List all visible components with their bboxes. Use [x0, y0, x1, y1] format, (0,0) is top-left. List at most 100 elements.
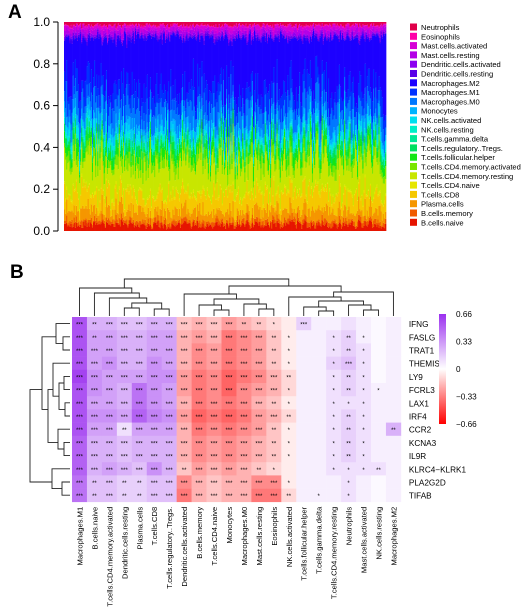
bar-segment	[105, 132, 108, 134]
bar-segment	[179, 145, 182, 148]
bar-segment	[82, 186, 84, 188]
bar-segment	[152, 218, 154, 228]
bar-segment	[89, 35, 92, 38]
bar-segment	[73, 151, 76, 162]
bar-segment	[145, 132, 147, 143]
bar-segment	[65, 81, 67, 109]
bar-segment	[101, 41, 103, 45]
sample-bar	[82, 22, 84, 231]
bar-segment	[83, 161, 85, 180]
bar-segment	[96, 29, 98, 35]
bar-segment	[116, 193, 119, 213]
sample-bar	[65, 22, 67, 231]
bar-segment	[79, 183, 81, 210]
bar-segment	[187, 186, 189, 209]
bar-segment	[173, 140, 175, 142]
bar-segment	[117, 120, 120, 133]
bar-segment	[84, 140, 86, 146]
bar-segment	[133, 154, 136, 190]
bar-segment	[188, 148, 190, 151]
bar-segment	[153, 96, 155, 116]
bar-segment	[121, 173, 124, 195]
bar-segment	[180, 128, 183, 137]
bar-segment	[109, 22, 111, 25]
bar-segment	[92, 27, 95, 31]
bar-segment	[114, 24, 116, 29]
bar-segment	[74, 133, 77, 144]
bar-segment	[124, 145, 126, 154]
bar-segment	[131, 141, 134, 147]
bar-segment	[183, 145, 185, 151]
bar-segment	[104, 146, 107, 151]
sample-bar	[138, 22, 140, 231]
bar-segment	[105, 100, 108, 114]
bar-segment	[121, 217, 124, 222]
bar-segment	[129, 132, 131, 139]
bar-segment	[86, 22, 88, 27]
bar-segment	[132, 165, 135, 175]
bar-segment	[111, 222, 113, 224]
bar-segment	[146, 150, 149, 155]
bar-segment	[90, 36, 93, 38]
bar-segment	[73, 222, 76, 231]
bar-segment	[79, 170, 81, 173]
bar-segment	[68, 97, 70, 104]
bar-segment	[132, 94, 135, 109]
bar-segment	[127, 139, 129, 146]
bar-segment	[77, 211, 80, 223]
bar-segment	[167, 228, 169, 231]
bar-segment	[101, 26, 103, 29]
bar-segment	[139, 25, 141, 28]
bar-segment	[115, 181, 117, 185]
bar-segment	[84, 36, 86, 39]
bar-segment	[72, 145, 75, 184]
bar-segment	[169, 180, 171, 200]
bar-segment	[97, 107, 99, 132]
bar-segment	[171, 221, 173, 224]
bar-segment	[73, 24, 76, 26]
bar-segment	[154, 103, 156, 117]
sample-bar	[129, 22, 131, 231]
bar-segment	[98, 215, 100, 221]
bar-segment	[103, 147, 106, 155]
bar-segment	[96, 95, 98, 109]
bar-segment	[179, 135, 182, 141]
bar-segment	[143, 152, 145, 158]
bar-segment	[134, 144, 137, 153]
bar-segment	[95, 24, 97, 27]
bar-segment	[176, 94, 179, 108]
bar-segment	[175, 114, 178, 134]
bar-segment	[160, 222, 163, 231]
bar-segment	[97, 176, 99, 208]
bar-segment	[188, 36, 190, 38]
bar-segment	[192, 146, 195, 158]
bar-segment	[177, 193, 180, 216]
bar-segment	[171, 109, 173, 122]
bar-segment	[85, 106, 87, 114]
bar-segment	[115, 22, 117, 28]
bar-segment	[80, 145, 82, 149]
bar-segment	[160, 215, 163, 223]
sample-bar	[81, 22, 83, 231]
bar-segment	[160, 25, 163, 28]
bar-segment	[70, 168, 72, 175]
bar-segment	[182, 129, 184, 137]
sample-bar	[155, 22, 157, 231]
bar-segment	[114, 135, 116, 146]
bar-segment	[146, 197, 149, 200]
sample-bar	[154, 22, 156, 231]
bar-segment	[129, 117, 131, 131]
bar-segment	[145, 22, 147, 24]
bar-segment	[83, 35, 85, 38]
sample-bar	[167, 22, 169, 231]
bar-segment	[96, 121, 98, 124]
bar-segment	[187, 130, 189, 140]
bar-segment	[148, 224, 151, 227]
bar-segment	[118, 29, 121, 36]
bar-segment	[84, 187, 86, 209]
bar-segment	[130, 42, 132, 96]
bar-segment	[129, 216, 131, 221]
bar-segment	[139, 24, 141, 26]
bar-segment	[154, 201, 156, 209]
bar-segment	[79, 209, 81, 213]
